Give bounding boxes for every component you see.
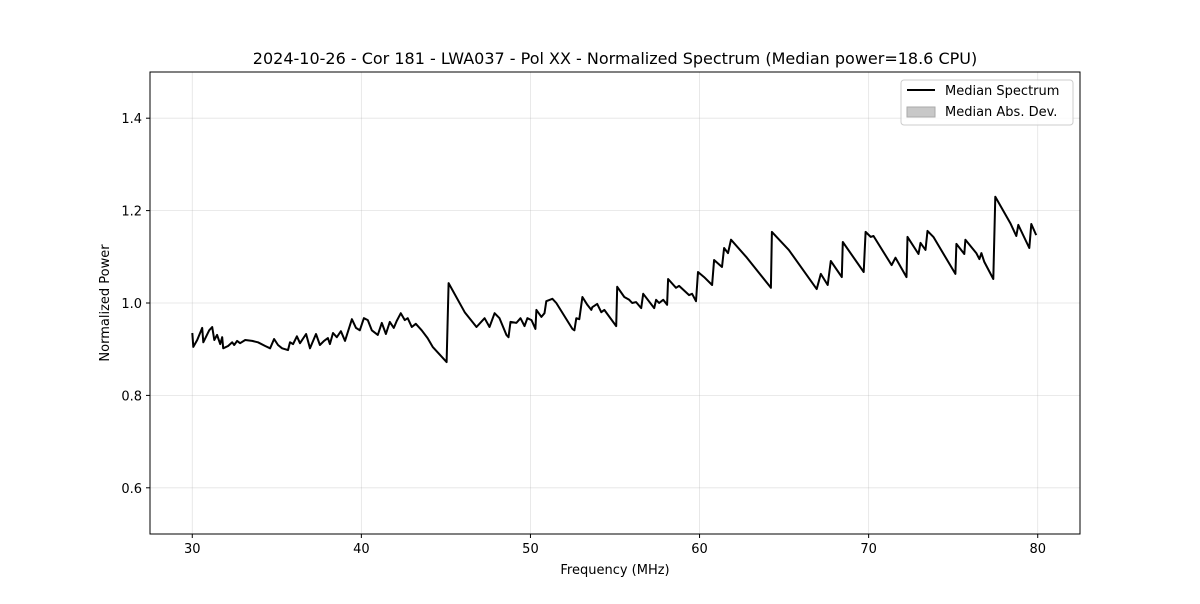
x-tick-label: 40	[353, 542, 370, 557]
legend-box	[900, 79, 1074, 126]
y-tick-label: 1.2	[121, 205, 142, 220]
y-tick-label: 1.0	[121, 297, 142, 312]
x-tick-label: 70	[860, 542, 877, 557]
x-axis-ticks: 30 40 50 60 70 80	[184, 534, 1046, 557]
median-spectrum-line	[191, 195, 1038, 364]
legend-label-median-spectrum: Median Spectrum	[945, 84, 1059, 99]
legend-label-median-abs-dev: Median Abs. Dev.	[945, 105, 1057, 120]
x-tick-label: 80	[1029, 542, 1046, 557]
y-axis-label: Normalized Power	[98, 244, 113, 362]
y-axis-ticks: 0.6 0.8 1.0 1.2 1.4	[121, 112, 150, 497]
y-tick-label: 1.4	[121, 112, 142, 127]
y-tick-label: 0.8	[121, 389, 142, 404]
legend-patch-swatch	[906, 106, 936, 118]
chart-title: 2024-10-26 - Cor 181 - LWA037 - Pol XX -…	[253, 49, 977, 68]
legend: Median Spectrum Median Abs. Dev.	[900, 79, 1074, 126]
y-tick-label: 0.6	[121, 482, 142, 497]
x-tick-label: 50	[522, 542, 539, 557]
x-tick-label: 60	[691, 542, 708, 557]
x-tick-label: 30	[184, 542, 201, 557]
x-axis-label: Frequency (MHz)	[560, 563, 669, 578]
